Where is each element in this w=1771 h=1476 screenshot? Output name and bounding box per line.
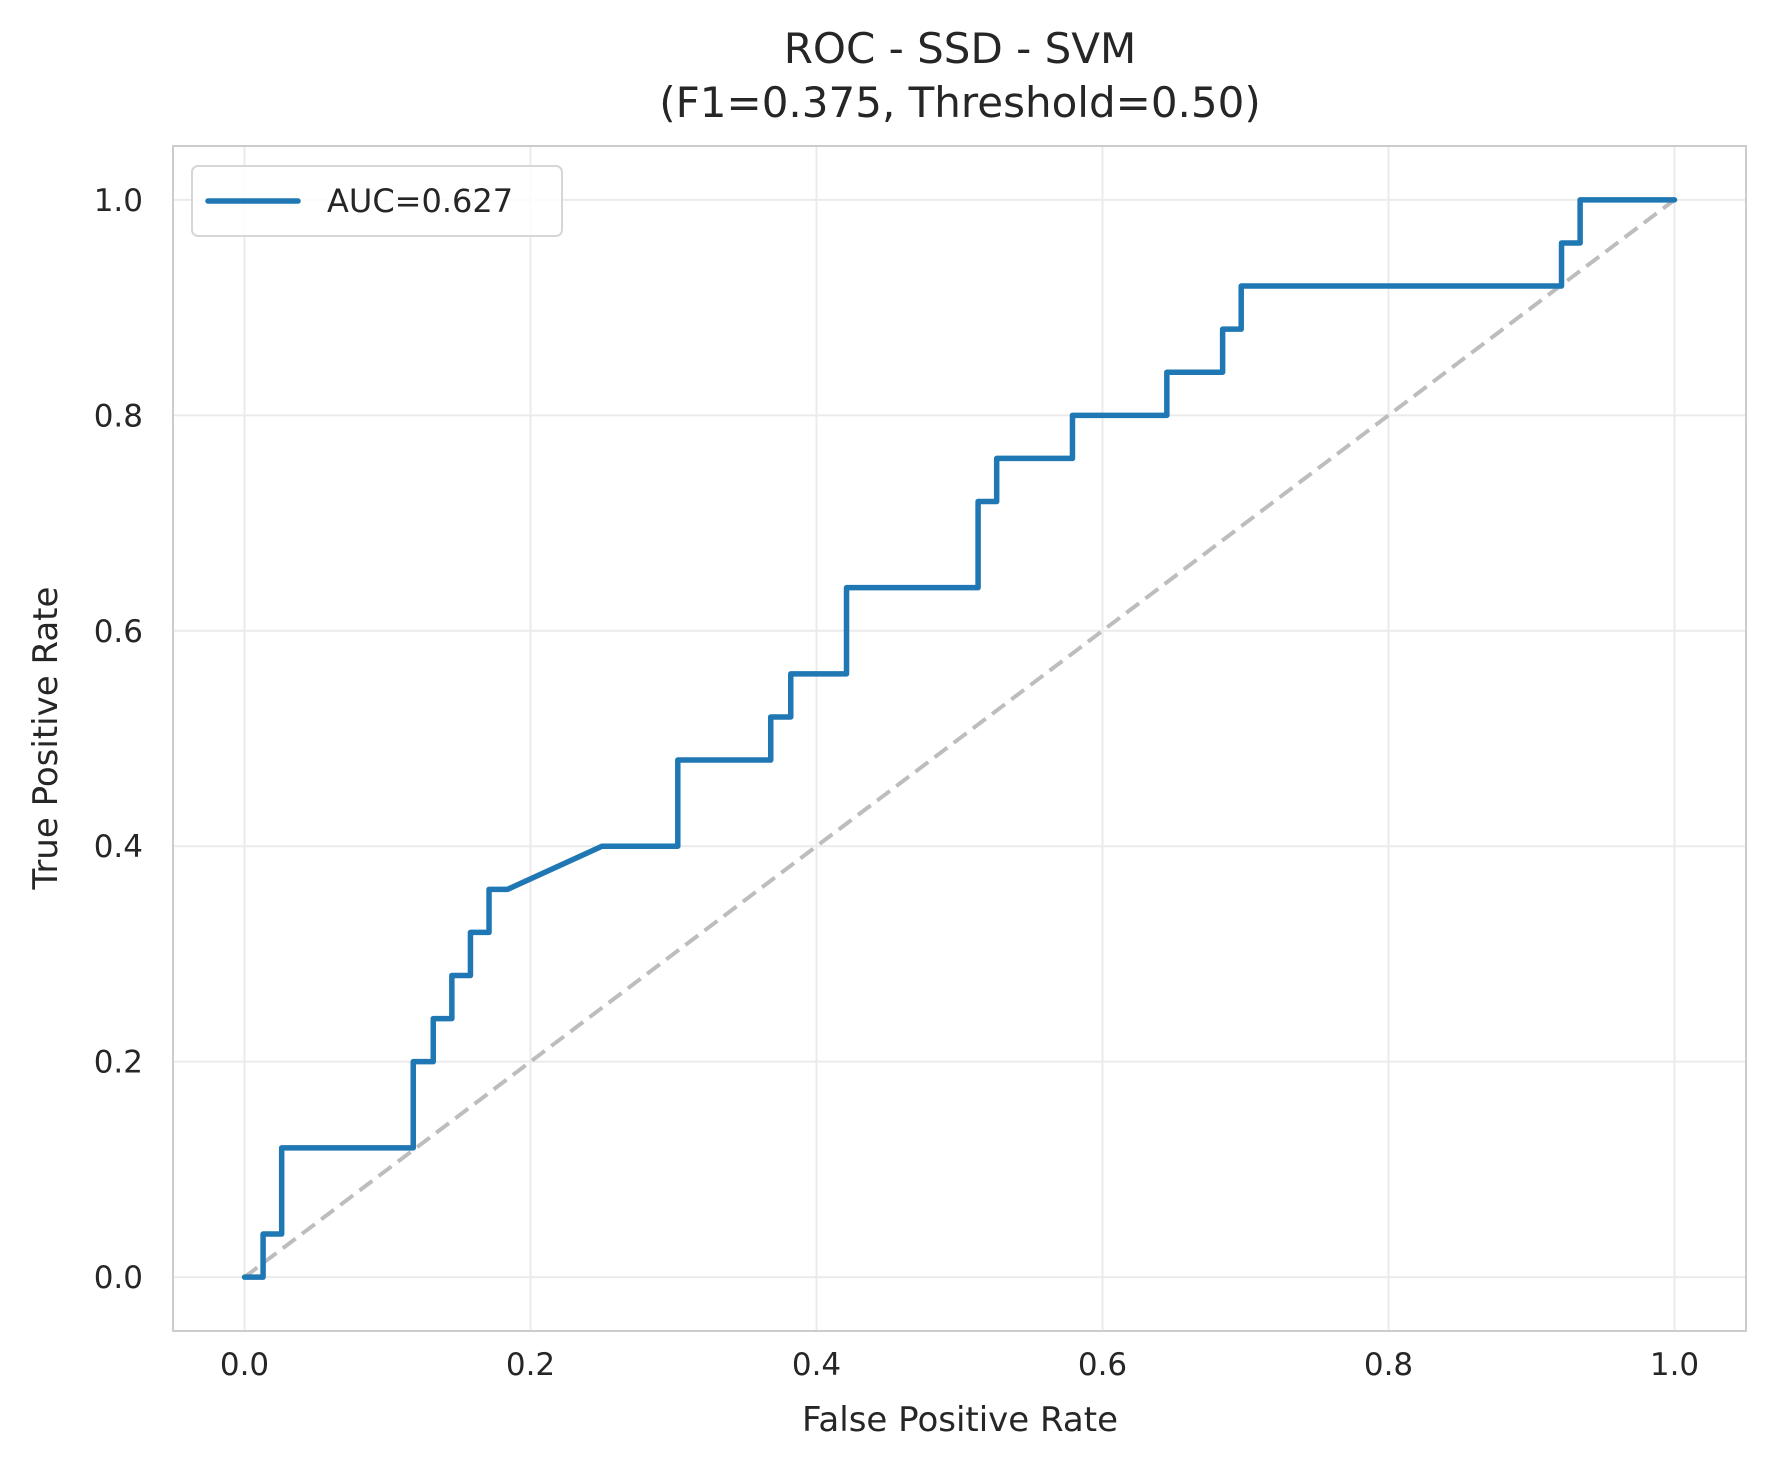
roc-curve-line <box>241 197 1678 1280</box>
data-layer <box>241 197 1678 1280</box>
x-tick-label: 0.8 <box>1364 1347 1413 1383</box>
x-tick-label: 0.6 <box>1078 1347 1127 1383</box>
y-tick-label: 0.6 <box>94 614 143 650</box>
legend-label: AUC=0.627 <box>327 182 513 220</box>
chart-title-line2: (F1=0.375, Threshold=0.50) <box>659 78 1260 127</box>
chance-diagonal-line <box>243 198 1676 1279</box>
tick-labels: 0.0 0.2 0.4 0.6 0.8 1.0 0.0 0.2 0.4 0.6 0.8 1.0 <box>94 183 1699 1383</box>
legend: AUC=0.627 <box>191 165 563 237</box>
y-axis-label: True Positive Rate <box>26 587 66 891</box>
y-tick-label: 0.8 <box>94 398 143 434</box>
legend-box <box>191 165 563 237</box>
y-tick-label: 0.2 <box>94 1045 143 1081</box>
x-tick-label: 0.0 <box>220 1347 269 1383</box>
y-tick-label: 0.0 <box>94 1260 143 1296</box>
plot-frame <box>172 145 1747 1332</box>
y-tick-label: 1.0 <box>94 183 143 219</box>
x-tick-label: 0.4 <box>792 1347 841 1383</box>
x-tick-label: 1.0 <box>1650 1347 1699 1383</box>
x-axis-label: False Positive Rate <box>802 1400 1118 1440</box>
y-tick-label: 0.4 <box>94 829 143 865</box>
chart-title-line1: ROC - SSD - SVM <box>784 24 1137 73</box>
x-tick-label: 0.2 <box>506 1347 555 1383</box>
